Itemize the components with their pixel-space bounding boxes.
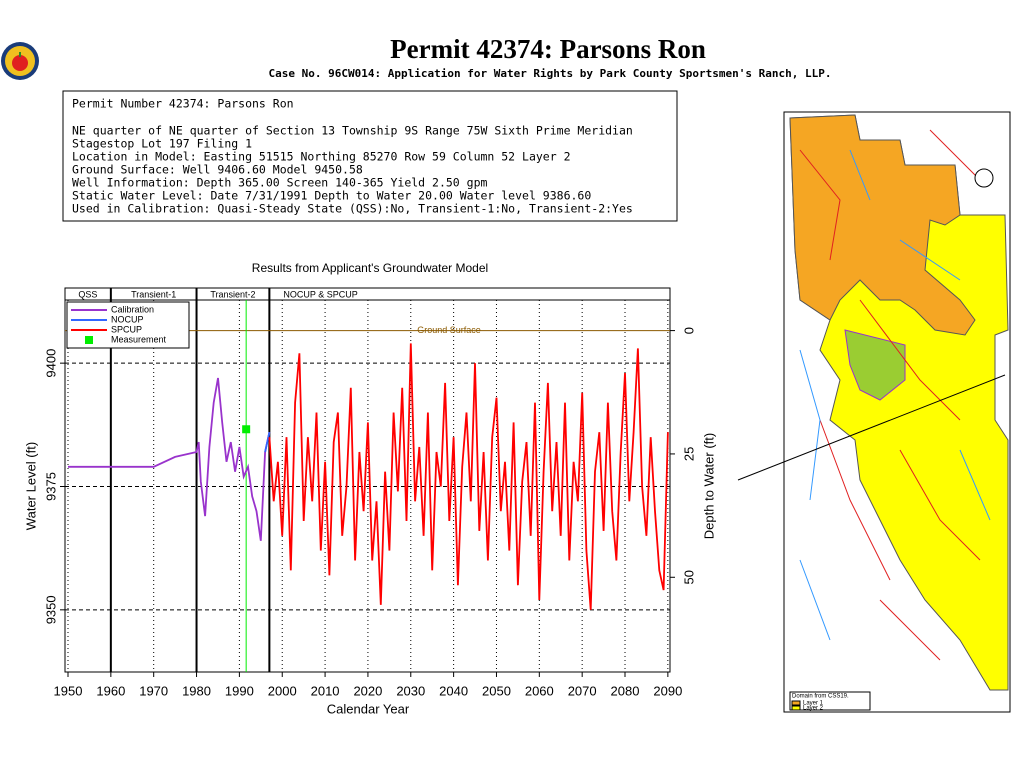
- y-tick-label: 9350: [43, 595, 58, 624]
- info-box: [62, 90, 678, 222]
- x-tick-label: 1990: [225, 683, 254, 698]
- measurement-point: [242, 425, 251, 434]
- info-line: Stagestop Lot 197 Filing 1: [72, 137, 252, 151]
- period-label: QSS: [78, 289, 97, 299]
- legend-label: NOCUP: [111, 314, 144, 324]
- y2-tick-label: 50: [681, 570, 696, 584]
- x-tick-label: 2040: [439, 683, 468, 698]
- x-tick-label: 2090: [653, 683, 682, 698]
- info-line: Location in Model: Easting 51515 Northin…: [72, 150, 571, 164]
- page-title: Permit 42374: Parsons Ron: [390, 34, 706, 64]
- page-subtitle: Case No. 96CW014: Application for Water …: [269, 67, 832, 80]
- x-tick-label: 2010: [311, 683, 340, 698]
- x-axis-label: Calendar Year: [327, 701, 410, 716]
- x-tick-label: 2080: [611, 683, 640, 698]
- period-label: Transient-2: [210, 289, 255, 299]
- y-tick-label: 9400: [43, 349, 58, 378]
- info-line: Static Water Level: Date 7/31/1991 Depth…: [72, 189, 591, 203]
- x-tick-label: 2060: [525, 683, 554, 698]
- y2-tick-label: 0: [681, 327, 696, 334]
- y-axis-label: Water Level (ft): [23, 442, 38, 530]
- info-lines: Permit Number 42374: Parsons Ron NE quart…: [72, 97, 633, 216]
- x-tick-label: 1960: [96, 683, 125, 698]
- x-tick-label: 1970: [139, 683, 168, 698]
- x-tick-label: 2000: [268, 683, 297, 698]
- map-legend-item: Layer 2: [803, 706, 824, 712]
- series-line: [264, 432, 271, 453]
- map: [737, 111, 1011, 713]
- map-legend-title: Domain from CSS19.: [792, 694, 849, 700]
- x-tick-label: 2070: [568, 683, 597, 698]
- chart-title: Results from Applicant's Groundwater Mod…: [252, 261, 488, 275]
- legend-swatch: [85, 336, 93, 344]
- y-tick-label: 9375: [43, 472, 58, 501]
- legend-label: SPCUP: [111, 324, 142, 334]
- x-tick-label: 2020: [353, 683, 382, 698]
- legend-label: Calibration: [111, 304, 154, 314]
- period-label: NOCUP & SPCUP: [283, 289, 357, 299]
- series-line: [68, 377, 271, 541]
- info-line: NE quarter of NE quarter of Section 13 T…: [72, 124, 633, 138]
- y2-tick-label: 25: [681, 447, 696, 461]
- series-line: [268, 343, 669, 610]
- legend-label: Measurement: [111, 334, 167, 344]
- x-tick-label: 2050: [482, 683, 511, 698]
- y2-axis-label: Depth to Water (ft): [701, 433, 716, 539]
- x-tick-label: 1980: [182, 683, 211, 698]
- map-legend-item: Layer 1: [803, 701, 824, 707]
- info-line: Permit Number 42374: Parsons Ron: [72, 97, 294, 111]
- info-line: Used in Calibration: Quasi-Steady State …: [72, 202, 633, 216]
- x-tick-label: 2030: [396, 683, 425, 698]
- info-line: Well Information: Depth 365.00 Screen 14…: [72, 176, 487, 190]
- logo: [1, 42, 39, 80]
- info-line: Ground Surface: Well 9406.60 Model 9450.…: [72, 163, 363, 177]
- x-tick-label: 1950: [54, 683, 83, 698]
- ground-surface-label: Ground Surface: [417, 325, 481, 335]
- period-label: Transient-1: [131, 289, 176, 299]
